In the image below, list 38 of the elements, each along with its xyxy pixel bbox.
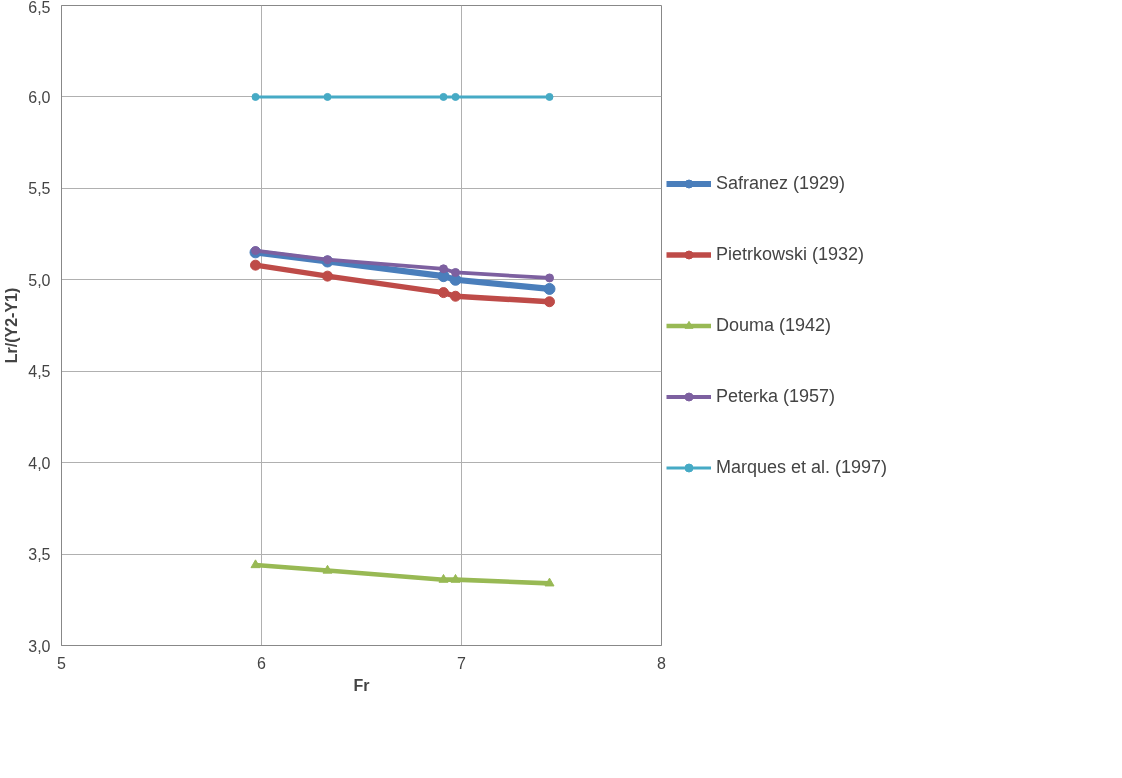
y-tick-label: 3,5 bbox=[28, 546, 51, 564]
point bbox=[439, 264, 448, 274]
point bbox=[323, 92, 332, 101]
y-tick-label: 5,0 bbox=[28, 271, 51, 289]
point bbox=[544, 577, 555, 587]
point bbox=[250, 259, 261, 271]
x-tick-label: 8 bbox=[657, 654, 667, 672]
point bbox=[450, 290, 461, 302]
x-axis-title: Fr bbox=[353, 676, 370, 694]
y-tick-label: 6,0 bbox=[28, 88, 51, 106]
legend-label: Safranez (1929) bbox=[716, 172, 846, 194]
x-tick-label: 5 bbox=[57, 654, 67, 672]
point bbox=[545, 273, 554, 283]
point bbox=[439, 92, 448, 101]
y-tick-label: 6,5 bbox=[28, 0, 51, 16]
point bbox=[543, 282, 556, 295]
y-tick-label: 3,0 bbox=[28, 637, 51, 655]
point bbox=[545, 92, 554, 101]
legend-label: Marques et al. (1997) bbox=[716, 456, 888, 478]
y-axis-title: Lr/(Y2-Y1) bbox=[3, 287, 21, 364]
x-tick-label: 7 bbox=[457, 654, 467, 672]
legend-label: Peterka (1957) bbox=[716, 385, 836, 407]
point bbox=[450, 573, 461, 583]
point bbox=[250, 559, 261, 569]
point bbox=[451, 92, 460, 101]
point bbox=[438, 287, 449, 299]
point bbox=[451, 267, 460, 277]
point bbox=[322, 564, 333, 574]
point bbox=[322, 270, 333, 282]
y-tick-label: 4,5 bbox=[28, 363, 51, 381]
point bbox=[251, 92, 260, 101]
y-tick-label: 5,5 bbox=[28, 180, 51, 198]
legend-label: Pietrkowski (1932) bbox=[716, 243, 865, 265]
y-tick-label: 4,0 bbox=[28, 454, 51, 472]
point bbox=[544, 296, 555, 308]
legend-label: Douma (1942) bbox=[716, 314, 832, 336]
point bbox=[438, 573, 449, 583]
x-tick-label: 6 bbox=[257, 654, 267, 672]
